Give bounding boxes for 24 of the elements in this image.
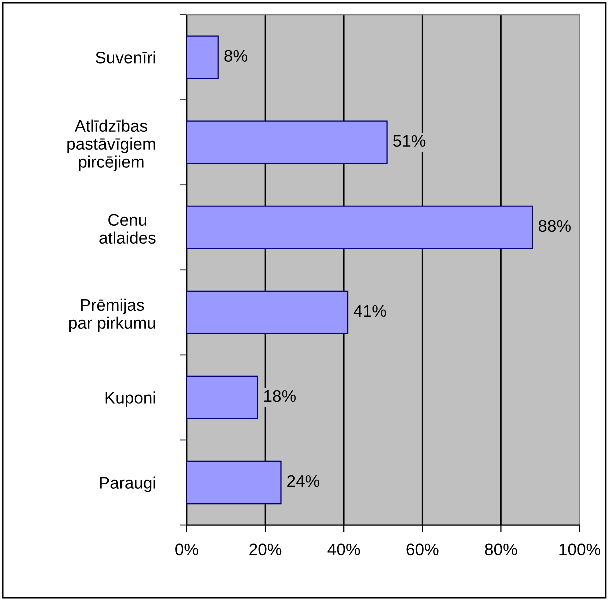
x-tick-label: 0%	[176, 544, 198, 556]
x-tick-label: 60%	[406, 544, 439, 556]
bar	[186, 460, 282, 505]
y-tick-label: Kuponi	[106, 392, 156, 408]
y-tick-label: Prēmijas par pirkumu	[69, 298, 156, 332]
y-tick-label: Suvenīri	[96, 52, 156, 64]
data-label: 24%	[288, 475, 320, 488]
y-tick-label: Paraugi	[100, 476, 156, 492]
data-label: 88%	[538, 220, 571, 232]
y-tick-label: Cenu atlaides	[100, 214, 156, 244]
bar	[186, 36, 219, 80]
x-tick-label: 40%	[328, 544, 360, 556]
x-tick-label: 80%	[485, 544, 518, 556]
bar	[186, 120, 388, 164]
data-label: 41%	[354, 305, 386, 318]
data-label: 8%	[224, 50, 248, 62]
y-tick-label: Atlīdzības pastāvīgiem pircējiem	[68, 120, 156, 172]
bar	[186, 376, 258, 420]
data-label: 18%	[264, 390, 296, 402]
bar	[186, 290, 349, 334]
bar	[186, 206, 534, 250]
data-label: 51%	[394, 135, 426, 148]
x-tick-label: 20%	[250, 544, 282, 556]
x-tick-label: 100%	[560, 544, 600, 556]
